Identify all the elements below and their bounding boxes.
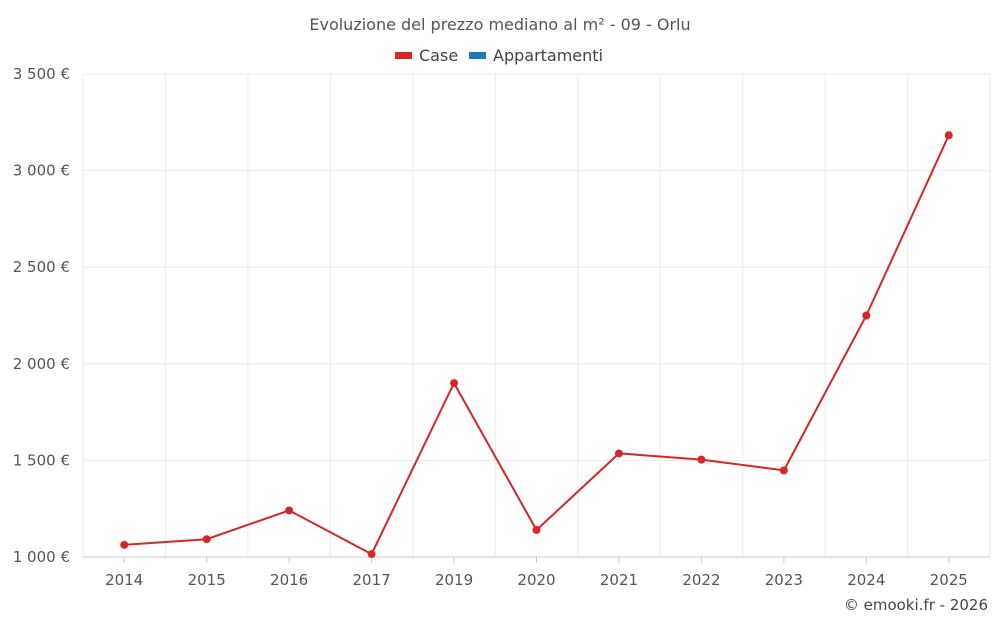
data-point-0-10: [944, 131, 953, 140]
data-point-0-4: [450, 379, 459, 388]
x-tick-label-0: 2014: [105, 571, 143, 589]
legend-swatch-0: [395, 52, 412, 59]
data-point-0-7: [697, 455, 706, 464]
data-point-0-1: [202, 535, 211, 544]
data-point-0-5: [532, 525, 541, 534]
x-tick-label-8: 2023: [765, 571, 803, 589]
y-tick-label-5: 3 500 €: [13, 65, 70, 83]
x-tick-label-7: 2022: [682, 571, 720, 589]
y-axis: 1 000 € 1 500 € 2 000 € 2 500 € 3 000 € 3 500…: [13, 65, 70, 566]
credit-text: © emooki.fr - 2026: [844, 596, 988, 614]
y-tick-label-3: 2 500 €: [13, 258, 70, 276]
x-tick-label-9: 2024: [847, 571, 885, 589]
y-tick-label-4: 3 000 €: [13, 162, 70, 180]
x-tick-label-10: 2025: [930, 571, 968, 589]
y-tick-label-1: 1 500 €: [13, 451, 70, 469]
x-tick-label-1: 2015: [188, 571, 226, 589]
legend-label-1: Appartamenti: [493, 46, 603, 65]
x-axis: 2014 2015 2016 2017 2019 2020 2021 2022 2023 2024…: [83, 556, 990, 589]
series-layer: [120, 131, 953, 559]
x-tick-label-2: 2016: [270, 571, 308, 589]
data-point-0-8: [779, 466, 788, 475]
legend-swatch-1: [469, 52, 486, 59]
x-tick-label-5: 2020: [517, 571, 555, 589]
y-tick-label-2: 2 000 €: [13, 355, 70, 373]
data-point-0-6: [614, 449, 623, 458]
legend: Case Appartamenti: [395, 46, 603, 65]
grid: [82, 73, 991, 558]
data-point-0-0: [120, 540, 129, 549]
data-point-0-9: [862, 311, 871, 320]
data-point-0-3: [367, 550, 376, 559]
data-point-0-2: [285, 506, 294, 515]
y-tick-label-0: 1 000 €: [13, 548, 70, 566]
x-tick-label-4: 2019: [435, 571, 473, 589]
chart-title: Evoluzione del prezzo mediano al m² - 09…: [309, 15, 690, 34]
x-tick-label-6: 2021: [600, 571, 638, 589]
legend-label-0: Case: [419, 46, 458, 65]
x-tick-label-3: 2017: [352, 571, 390, 589]
